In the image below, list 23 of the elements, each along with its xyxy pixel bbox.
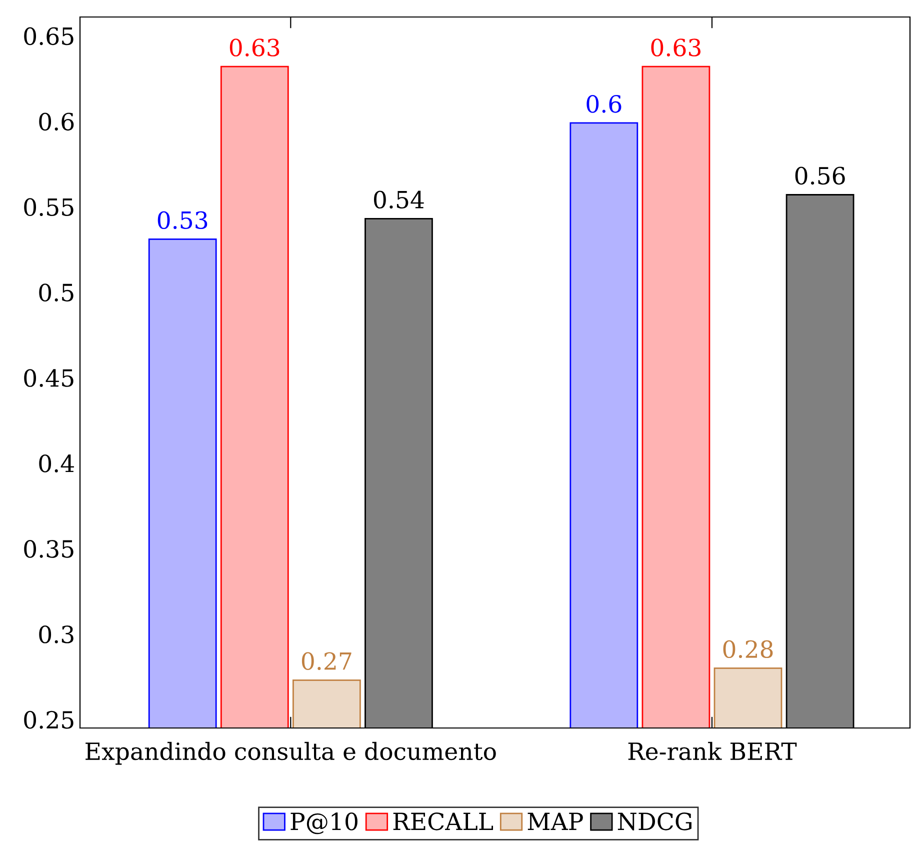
x-tick-label: Re-rank BERT [628,742,797,760]
data-label: 0.6 [586,94,622,113]
y-tick-label: 0.3 [39,625,74,644]
data-label: 0.27 [302,652,352,670]
legend-label: P@10 [290,812,358,834]
y-tick-label: 0.4 [39,454,74,472]
y-tick-label: 0.35 [24,540,74,558]
x-tick-label: Expandindo consulta e documento [86,742,496,765]
data-label: 0.63 [230,38,280,56]
y-tick-label: 0.55 [24,198,74,216]
y-tick-label: 0.25 [24,710,74,729]
legend-label: RECALL [393,812,493,830]
y-tick-label: 0.45 [24,369,74,387]
y-tick-label: 0.65 [24,27,74,46]
data-label: 0.63 [651,38,700,56]
legend-label: MAP [528,812,583,830]
y-tick-label: 0.5 [39,284,74,302]
data-label: 0.54 [374,190,424,209]
data-label: 0.53 [158,211,208,230]
data-label: 0.28 [723,640,773,658]
legend-label: NDCG [618,812,692,830]
y-tick-label: 0.6 [39,112,74,131]
data-label: 0.56 [795,166,845,185]
